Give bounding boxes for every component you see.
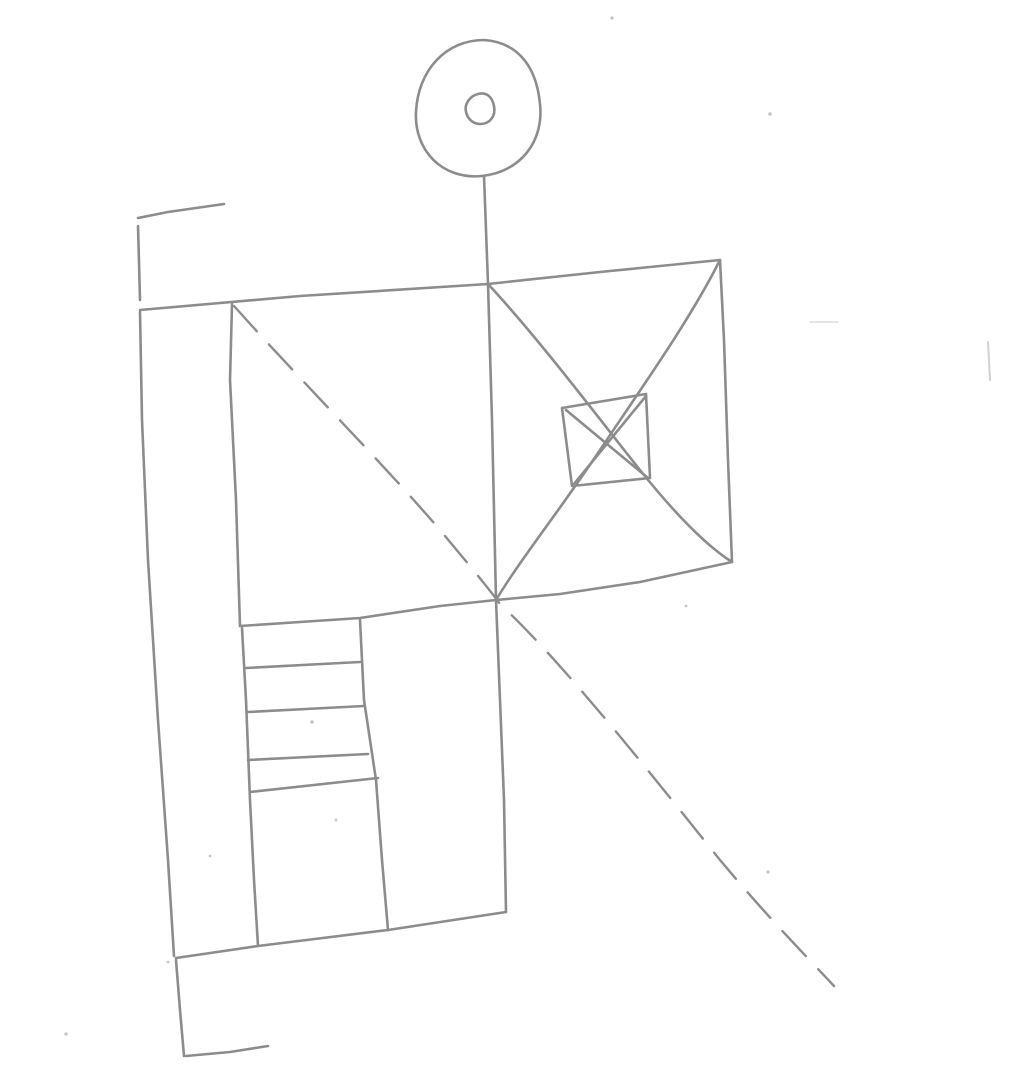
diagonal-top-right-to-bottom-left (494, 258, 722, 602)
slat-1 (244, 660, 362, 670)
crossed-window-frame (560, 392, 652, 488)
crossed-window (560, 392, 652, 488)
upper-panel-left-edge (228, 302, 242, 628)
slat-3 (246, 752, 370, 762)
lower-left-column (174, 618, 508, 960)
vertical-spine (482, 174, 508, 914)
lower-left-column-right-edge (358, 618, 390, 932)
dashed-diagonal (232, 304, 836, 988)
stacked-slats (244, 660, 380, 794)
lower-left-column-left-edge (240, 626, 260, 948)
speck (684, 604, 688, 608)
paper-specks (64, 16, 991, 1036)
top-node (414, 38, 542, 178)
bracket-top-cap (136, 202, 226, 220)
speck-mark (987, 341, 991, 381)
pencil-strokes (136, 38, 734, 1058)
lower-base-line (174, 910, 508, 960)
top-node-inner-ring (464, 92, 496, 126)
outer-bracket (136, 202, 270, 1058)
speck (768, 112, 772, 116)
speck (166, 960, 170, 964)
slat-4 (248, 776, 380, 794)
bracket-bottom-cap (184, 1044, 270, 1058)
speck (766, 870, 770, 874)
right-panel-diagonals (486, 258, 734, 602)
upper-panel-bottom-edge (238, 598, 498, 628)
speck (310, 720, 314, 724)
right-panel (494, 258, 734, 602)
speck (610, 16, 614, 20)
slat-2 (246, 704, 366, 714)
crossed-window-cross-b (572, 394, 648, 486)
speck (64, 1032, 68, 1036)
right-panel-bottom-edge (494, 560, 734, 602)
diagonal-top-left-to-bottom-right (486, 282, 734, 564)
top-node-circle (414, 38, 542, 178)
speck (334, 818, 338, 822)
bracket-upper-stub (136, 224, 142, 302)
speck (208, 854, 212, 858)
right-panel-right-edge (718, 258, 734, 564)
bracket-outer-vertical (138, 310, 176, 958)
dashed-diagonal-line (232, 304, 836, 988)
bracket-lower-vertical (174, 958, 186, 1058)
